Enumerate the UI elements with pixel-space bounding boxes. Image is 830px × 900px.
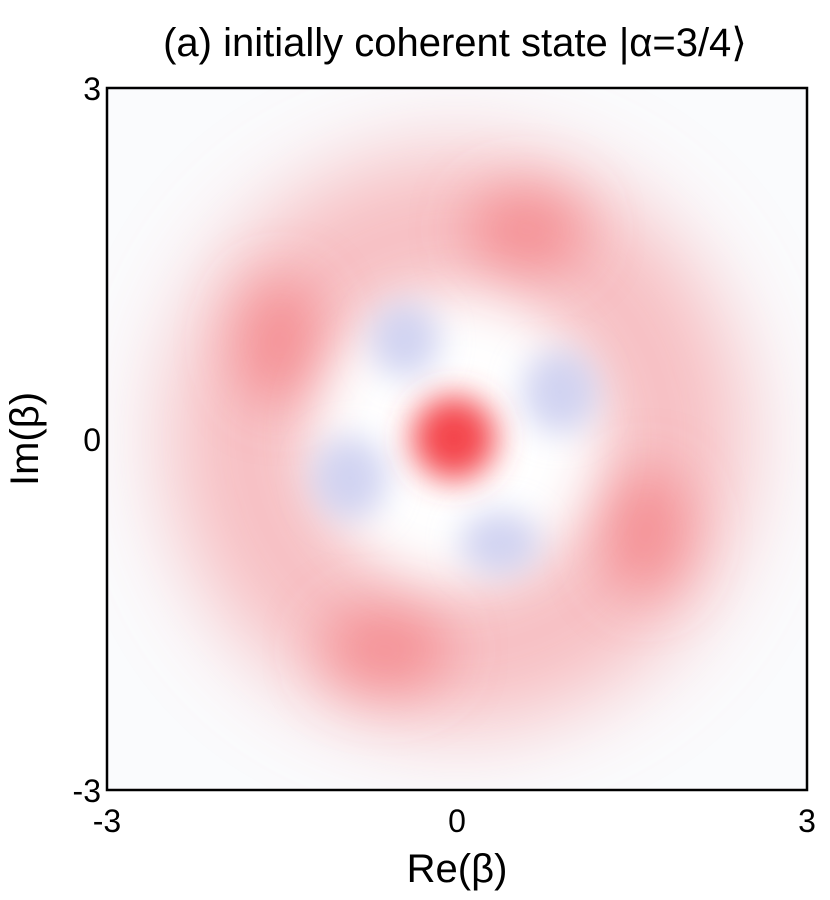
chart-title: (a) initially coherent state |α=3/4⟩: [163, 21, 747, 65]
x-tick-label: -3: [93, 803, 121, 839]
y-axis-label: Im(β): [3, 392, 47, 486]
x-tick-label: 0: [448, 803, 466, 839]
x-tick-label: 3: [798, 803, 816, 839]
density-field: [107, 88, 807, 790]
y-tick-label: 0: [83, 422, 101, 458]
plot-frame: [105, 86, 809, 792]
x-axis-label: Re(β): [407, 847, 508, 891]
y-tick-label: 3: [83, 71, 101, 107]
y-tick-label: -3: [73, 773, 101, 809]
